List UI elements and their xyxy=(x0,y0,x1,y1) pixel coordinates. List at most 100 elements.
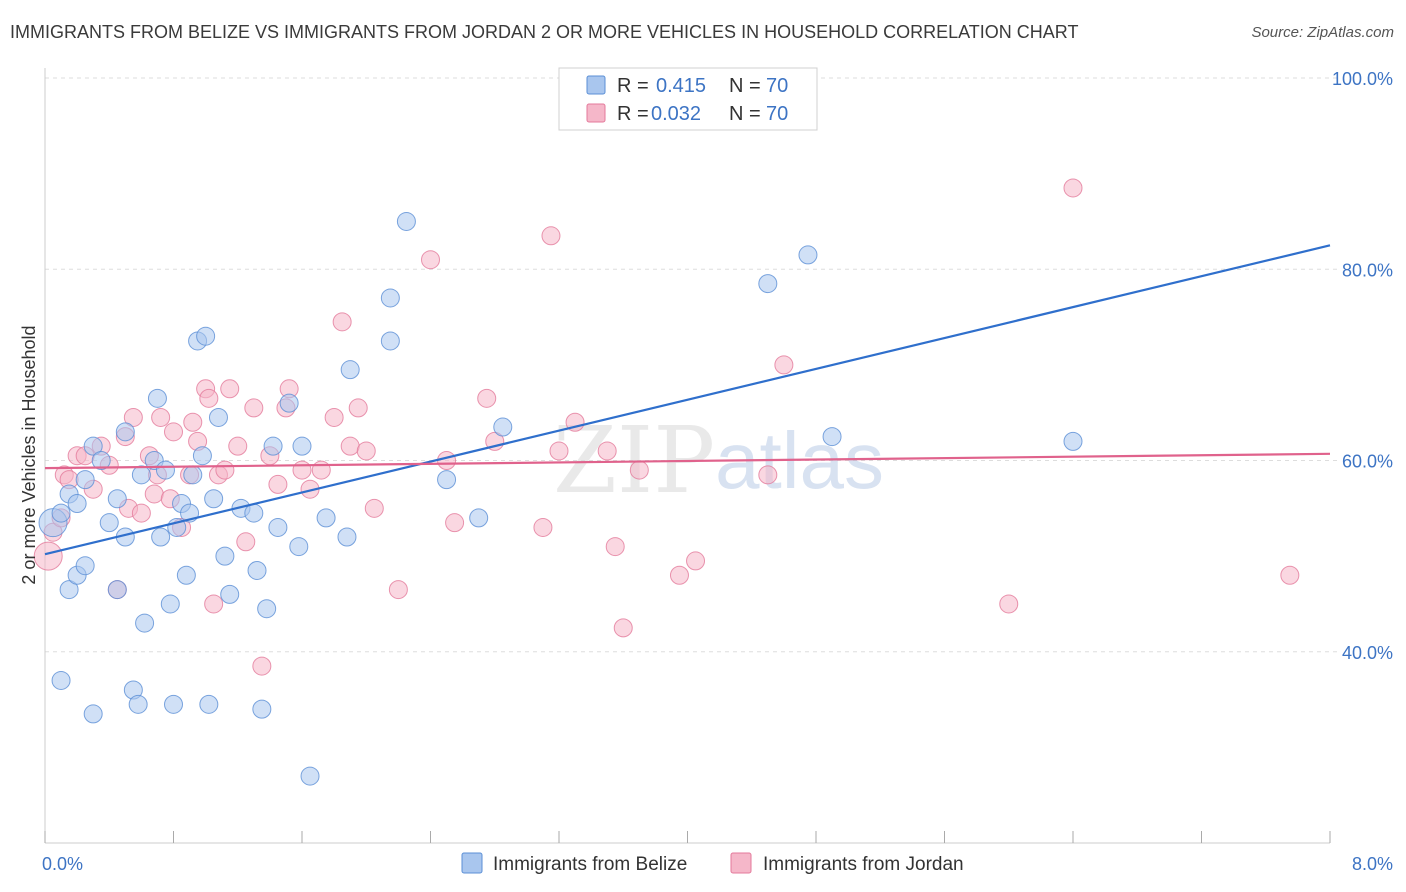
point-jordan-50 xyxy=(437,451,457,470)
point-jordan-20 xyxy=(164,422,183,442)
point-jordan-59 xyxy=(605,537,625,557)
point-belize-51 xyxy=(316,508,336,528)
point-belize-5 xyxy=(67,494,87,514)
point-jordan-62 xyxy=(669,565,689,585)
point-belize-34 xyxy=(196,326,216,346)
point-belize-53 xyxy=(340,360,360,380)
point-jordan-67 xyxy=(1063,178,1083,198)
point-belize-25 xyxy=(160,594,180,614)
point-jordan-45 xyxy=(348,398,368,418)
bottom-legend-swatch-belize xyxy=(461,852,483,874)
bottom-legend: Immigrants from Belize Immigrants from J… xyxy=(461,852,964,875)
point-jordan-0 xyxy=(33,541,63,571)
legend-r-value-jordan: 0.032 xyxy=(651,103,701,125)
point-jordan-66 xyxy=(999,594,1019,614)
trend-line-jordan xyxy=(44,452,1331,470)
bottom-legend-label-belize: Immigrants from Belize xyxy=(493,854,687,875)
point-belize-44 xyxy=(257,599,277,619)
point-jordan-63 xyxy=(686,551,706,571)
point-belize-38 xyxy=(215,546,235,566)
point-belize-33 xyxy=(192,446,212,466)
point-belize-37 xyxy=(208,407,228,427)
series-belize-points xyxy=(38,211,1083,786)
point-jordan-30 xyxy=(220,379,240,399)
point-jordan-68 xyxy=(1280,565,1300,585)
point-belize-24 xyxy=(155,460,175,480)
point-belize-57 xyxy=(437,470,457,490)
point-jordan-46 xyxy=(356,441,376,461)
point-belize-59 xyxy=(493,417,513,437)
point-belize-49 xyxy=(292,436,312,456)
point-jordan-27 xyxy=(204,594,224,614)
point-jordan-49 xyxy=(421,250,440,270)
point-jordan-60 xyxy=(613,618,633,638)
y-tick-label-40: 40.0% xyxy=(1342,643,1393,663)
point-jordan-34 xyxy=(252,656,272,676)
legend-swatch-jordan xyxy=(586,103,606,123)
point-jordan-56 xyxy=(549,441,569,461)
point-jordan-39 xyxy=(292,460,312,480)
point-belize-41 xyxy=(244,503,264,523)
point-belize-52 xyxy=(337,527,357,547)
point-belize-56 xyxy=(396,211,416,231)
point-jordan-16 xyxy=(144,484,164,504)
point-belize-1 xyxy=(51,670,71,690)
point-belize-58 xyxy=(469,508,489,528)
point-belize-46 xyxy=(268,517,288,537)
point-belize-42 xyxy=(247,560,267,580)
point-jordan-23 xyxy=(183,412,203,432)
point-belize-23 xyxy=(151,527,171,547)
point-jordan-55 xyxy=(541,226,561,246)
legend: R = 0.415 N = 70 R = 0.032 N = 70 xyxy=(558,67,818,131)
legend-r-value-belize: 0.415 xyxy=(656,75,706,97)
point-jordan-44 xyxy=(340,436,360,456)
y-tick-label-80: 80.0% xyxy=(1342,260,1393,280)
point-belize-26 xyxy=(164,694,183,714)
x-tick-label-max: 8.0% xyxy=(1352,854,1393,874)
point-belize-2 xyxy=(51,503,71,523)
point-jordan-36 xyxy=(268,474,288,494)
series-jordan-points xyxy=(33,178,1300,676)
bottom-legend-label-jordan: Immigrants from Jordan xyxy=(763,854,964,875)
y-axis-label: 2 or more Vehicles in Household xyxy=(19,325,39,584)
trend-line-belize xyxy=(44,244,1331,556)
point-belize-54 xyxy=(380,331,400,351)
y-tick-label-60: 60.0% xyxy=(1342,452,1393,472)
point-jordan-51 xyxy=(445,513,465,533)
point-belize-16 xyxy=(115,422,135,442)
point-belize-45 xyxy=(263,436,283,456)
point-belize-36 xyxy=(204,489,224,509)
point-belize-4 xyxy=(59,580,79,600)
point-belize-47 xyxy=(279,393,299,413)
point-jordan-47 xyxy=(364,498,384,518)
point-belize-7 xyxy=(75,470,95,490)
point-jordan-42 xyxy=(324,407,344,427)
legend-n-label-belize: N = xyxy=(729,75,761,97)
point-belize-22 xyxy=(147,388,167,408)
point-jordan-33 xyxy=(244,398,264,418)
legend-n-value-jordan: 70 xyxy=(766,103,788,125)
point-belize-60 xyxy=(758,274,778,294)
point-belize-31 xyxy=(183,465,203,485)
point-belize-18 xyxy=(128,694,148,714)
legend-n-value-belize: 70 xyxy=(766,75,788,97)
point-belize-39 xyxy=(220,584,240,604)
point-belize-62 xyxy=(822,427,842,447)
point-jordan-31 xyxy=(228,436,248,456)
point-jordan-13 xyxy=(123,407,143,427)
point-jordan-41 xyxy=(311,460,331,480)
point-belize-19 xyxy=(131,465,151,485)
point-belize-12 xyxy=(99,513,119,533)
point-jordan-18 xyxy=(151,407,171,427)
point-jordan-48 xyxy=(388,580,408,600)
bottom-legend-swatch-jordan xyxy=(730,852,752,874)
point-belize-11 xyxy=(91,451,111,470)
point-belize-50 xyxy=(300,766,320,786)
x-tick-label-min: 0.0% xyxy=(42,854,83,874)
point-jordan-52 xyxy=(477,388,497,408)
point-belize-10 xyxy=(83,704,103,724)
point-belize-61 xyxy=(798,245,818,265)
tick-labels: 40.0% 60.0% 80.0% 100.0% 0.0% 8.0% xyxy=(42,69,1393,874)
axes xyxy=(44,68,1331,844)
